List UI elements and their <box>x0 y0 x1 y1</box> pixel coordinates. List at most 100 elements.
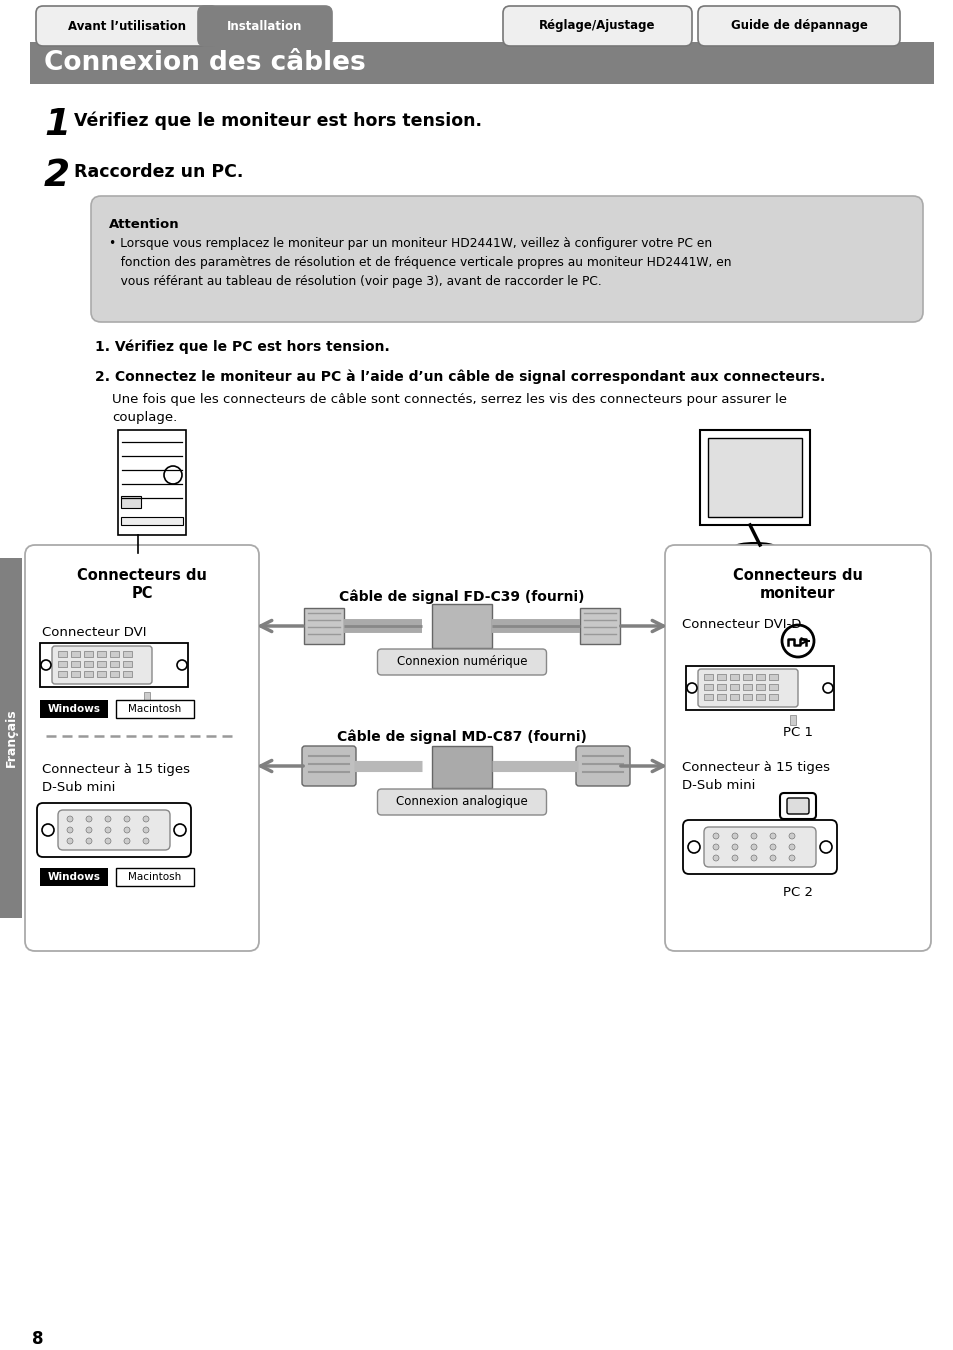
Text: moniteur: moniteur <box>760 586 835 601</box>
Bar <box>703 674 712 680</box>
Bar <box>729 684 739 690</box>
Bar <box>118 431 186 535</box>
Bar <box>755 674 764 680</box>
Text: Français: Français <box>5 709 17 767</box>
Bar <box>84 651 92 657</box>
Circle shape <box>143 815 149 822</box>
Bar <box>71 671 80 676</box>
Text: Raccordez un PC.: Raccordez un PC. <box>74 163 243 181</box>
Bar <box>703 684 712 690</box>
Text: Vérifiez que le moniteur est hors tension.: Vérifiez que le moniteur est hors tensio… <box>74 112 481 131</box>
Text: PC: PC <box>132 586 152 601</box>
Circle shape <box>105 838 111 844</box>
Circle shape <box>788 855 794 861</box>
Text: couplage.: couplage. <box>112 410 177 424</box>
Bar <box>768 694 778 701</box>
Text: 2. Connectez le moniteur au PC à l’aide d’un câble de signal correspondant aux c: 2. Connectez le moniteur au PC à l’aide … <box>95 370 824 385</box>
Circle shape <box>124 828 130 833</box>
FancyBboxPatch shape <box>664 545 930 950</box>
Circle shape <box>750 844 757 850</box>
Circle shape <box>86 828 91 833</box>
Bar <box>123 662 132 667</box>
Bar <box>755 694 764 701</box>
Text: Connecteur à 15 tiges: Connecteur à 15 tiges <box>42 763 190 776</box>
Circle shape <box>124 815 130 822</box>
Circle shape <box>143 828 149 833</box>
FancyBboxPatch shape <box>703 828 815 867</box>
Text: PC 1: PC 1 <box>782 726 812 738</box>
Bar <box>742 674 751 680</box>
Bar <box>123 651 132 657</box>
Bar <box>742 684 751 690</box>
Circle shape <box>750 833 757 838</box>
Text: • Lorsque vous remplacez le moniteur par un moniteur HD2441W, veillez à configur: • Lorsque vous remplacez le moniteur par… <box>109 238 711 250</box>
Text: Windows: Windows <box>48 703 100 714</box>
Bar <box>40 701 108 718</box>
Text: Attention: Attention <box>109 217 179 231</box>
Text: Une fois que les connecteurs de câble sont connectés, serrez les vis des connect: Une fois que les connecteurs de câble so… <box>112 393 786 406</box>
Bar <box>116 701 193 718</box>
Bar <box>40 868 108 886</box>
Bar <box>742 694 751 701</box>
Text: Connexion numérique: Connexion numérique <box>396 656 527 668</box>
Circle shape <box>124 838 130 844</box>
Bar <box>116 868 193 886</box>
Bar <box>729 674 739 680</box>
FancyBboxPatch shape <box>37 803 191 857</box>
Bar <box>755 684 764 690</box>
Circle shape <box>731 844 738 850</box>
Circle shape <box>769 833 775 838</box>
Bar <box>432 603 492 648</box>
FancyBboxPatch shape <box>58 810 170 850</box>
Bar <box>97 662 106 667</box>
Bar <box>304 608 344 644</box>
FancyBboxPatch shape <box>502 5 691 46</box>
Circle shape <box>67 815 73 822</box>
Text: Connecteur à 15 tiges: Connecteur à 15 tiges <box>681 761 829 774</box>
Circle shape <box>712 855 719 861</box>
FancyBboxPatch shape <box>698 5 899 46</box>
Circle shape <box>788 844 794 850</box>
Ellipse shape <box>734 543 774 551</box>
FancyBboxPatch shape <box>198 5 332 46</box>
Bar <box>58 671 67 676</box>
Bar <box>717 694 725 701</box>
Circle shape <box>67 838 73 844</box>
Circle shape <box>712 844 719 850</box>
Circle shape <box>105 815 111 822</box>
FancyBboxPatch shape <box>52 647 152 684</box>
Text: Câble de signal MD-C87 (fourni): Câble de signal MD-C87 (fourni) <box>336 730 586 744</box>
Text: D-Sub mini: D-Sub mini <box>681 779 755 792</box>
Text: 1: 1 <box>44 107 71 143</box>
Bar <box>97 651 106 657</box>
Bar <box>144 693 150 702</box>
Bar <box>579 608 619 644</box>
Text: PC 2: PC 2 <box>782 886 812 899</box>
Bar <box>121 517 183 525</box>
Text: Installation: Installation <box>227 19 302 32</box>
Bar <box>84 662 92 667</box>
Bar <box>123 671 132 676</box>
Text: Connecteurs du: Connecteurs du <box>77 568 207 583</box>
Bar <box>110 651 119 657</box>
Text: 2: 2 <box>44 158 71 194</box>
FancyBboxPatch shape <box>302 747 355 786</box>
Text: Macintosh: Macintosh <box>129 703 181 714</box>
Bar <box>685 666 833 710</box>
Circle shape <box>731 855 738 861</box>
FancyBboxPatch shape <box>698 670 797 707</box>
Circle shape <box>143 838 149 844</box>
Bar <box>30 42 933 84</box>
Bar <box>700 431 809 525</box>
Text: Guide de dépannage: Guide de dépannage <box>730 19 866 32</box>
Bar <box>717 684 725 690</box>
FancyBboxPatch shape <box>36 5 218 46</box>
Bar <box>789 716 795 725</box>
Bar <box>58 662 67 667</box>
Text: D-Sub mini: D-Sub mini <box>42 782 115 794</box>
Circle shape <box>769 844 775 850</box>
Text: Connexion des câbles: Connexion des câbles <box>44 50 365 76</box>
Circle shape <box>750 855 757 861</box>
Bar <box>707 437 801 517</box>
Text: Connecteur DVI: Connecteur DVI <box>42 626 147 639</box>
